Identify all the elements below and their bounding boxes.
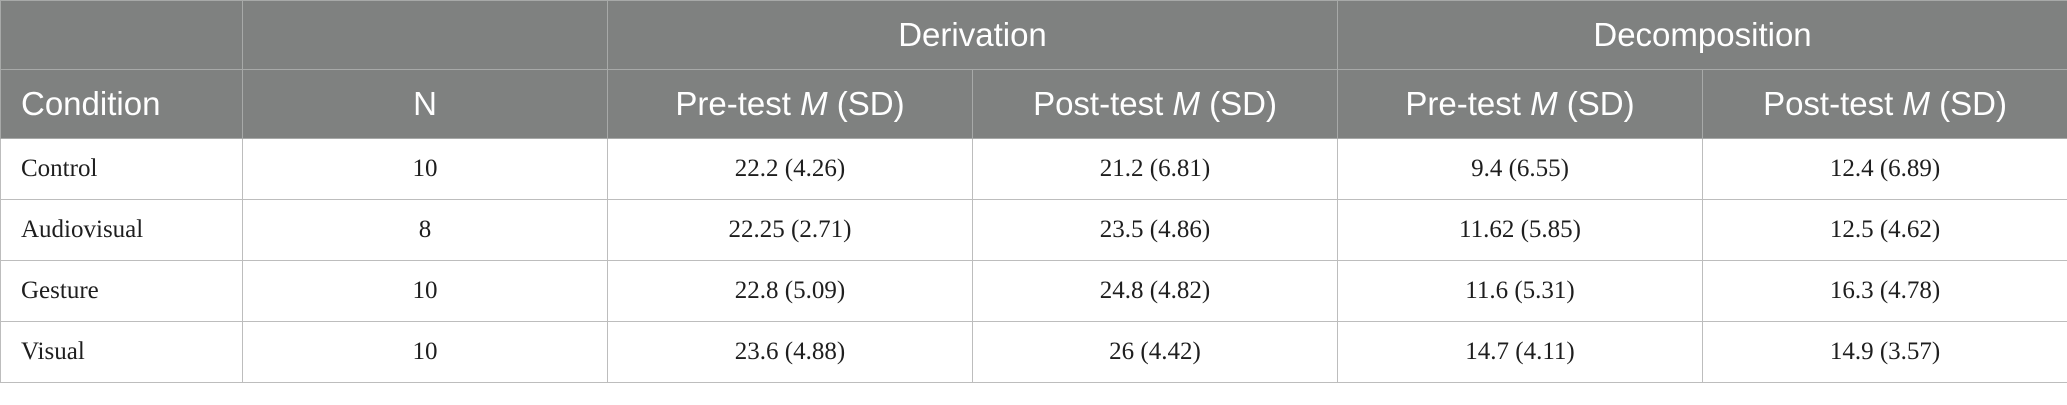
table-header: Derivation Decomposition Condition N Pre… [0,0,2067,139]
column-header-condition: Condition [0,69,243,139]
column-header-prefix: Pre-test [675,85,801,122]
table-body: Control 10 22.2 (4.26) 21.2 (6.81) 9.4 (… [0,138,2067,383]
column-header-mean: M [1902,85,1930,122]
cell-derivation-post: 24.8 (4.82) [971,260,1339,322]
cell-n: 10 [242,138,608,200]
group-header-row: Derivation Decomposition [0,0,2067,70]
cell-derivation-pre: 23.6 (4.88) [607,321,973,383]
cell-decomposition-post: 12.4 (6.89) [1702,138,2067,200]
column-header-mean: M [800,85,828,122]
group-header-decomposition: Decomposition [1337,0,2067,70]
cell-derivation-post: 23.5 (4.86) [971,199,1339,261]
cell-decomposition-post: 14.9 (3.57) [1702,321,2067,383]
column-header-row: Condition N Pre-test M (SD) Post-test M … [0,69,2067,139]
cell-decomposition-pre: 11.62 (5.85) [1337,199,1704,261]
column-header-derivation-post: Post-test M (SD) [971,69,1339,139]
cell-decomposition-pre: 11.6 (5.31) [1337,260,1704,322]
cell-derivation-pre: 22.2 (4.26) [607,138,973,200]
column-header-decomposition-pre: Pre-test M (SD) [1337,69,1704,139]
cell-n: 10 [242,260,608,322]
column-header-decomposition-post: Post-test M (SD) [1702,69,2067,139]
table-row: Audiovisual 8 22.25 (2.71) 23.5 (4.86) 1… [0,199,2067,261]
column-header-prefix: Post-test [1033,85,1173,122]
cell-derivation-post: 26 (4.42) [971,321,1339,383]
cell-derivation-post: 21.2 (6.81) [971,138,1339,200]
group-header-empty [0,0,243,70]
cell-decomposition-pre: 9.4 (6.55) [1337,138,1704,200]
column-header-sd: (SD) [1557,85,1635,122]
results-table: Derivation Decomposition Condition N Pre… [0,0,2067,383]
table-row: Visual 10 23.6 (4.88) 26 (4.42) 14.7 (4.… [0,321,2067,383]
column-header-sd: (SD) [827,85,905,122]
cell-derivation-pre: 22.25 (2.71) [607,199,973,261]
cell-decomposition-post: 16.3 (4.78) [1702,260,2067,322]
cell-n: 10 [242,321,608,383]
cell-derivation-pre: 22.8 (5.09) [607,260,973,322]
column-header-derivation-pre: Pre-test M (SD) [607,69,973,139]
cell-decomposition-pre: 14.7 (4.11) [1337,321,1704,383]
column-header-sd: (SD) [1199,85,1277,122]
column-header-sd: (SD) [1929,85,2007,122]
table-row: Gesture 10 22.8 (5.09) 24.8 (4.82) 11.6 … [0,260,2067,322]
cell-condition: Gesture [0,260,243,322]
group-header-derivation: Derivation [606,0,1339,70]
cell-decomposition-post: 12.5 (4.62) [1702,199,2067,261]
column-header-prefix: Post-test [1763,85,1903,122]
cell-condition: Control [0,138,243,200]
cell-condition: Audiovisual [0,199,243,261]
cell-n: 8 [242,199,608,261]
group-header-empty [242,0,608,70]
column-header-mean: M [1530,85,1558,122]
column-header-prefix: Pre-test [1405,85,1531,122]
column-header-n: N [242,69,608,139]
table-row: Control 10 22.2 (4.26) 21.2 (6.81) 9.4 (… [0,138,2067,200]
column-header-mean: M [1172,85,1200,122]
cell-condition: Visual [0,321,243,383]
